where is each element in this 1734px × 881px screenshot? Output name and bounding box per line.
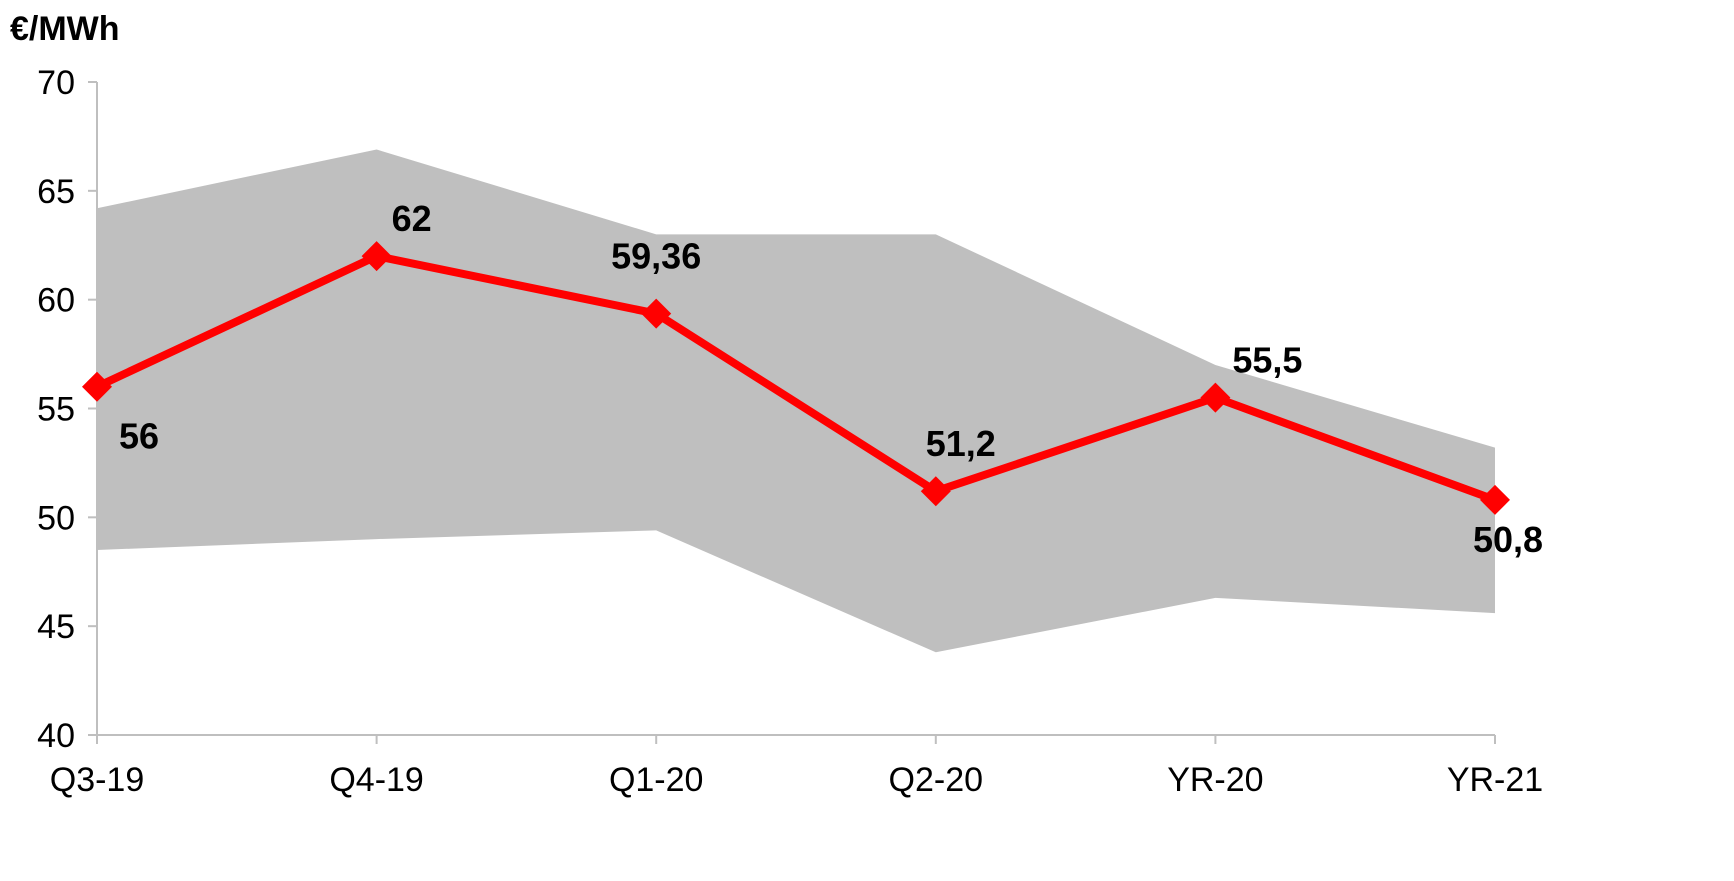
x-tick-label: YR-21 — [1447, 761, 1543, 799]
series-point-marker — [1200, 382, 1231, 413]
x-tick-label: Q2-20 — [889, 761, 984, 799]
y-tick-label: 45 — [37, 608, 75, 646]
series-point-marker — [641, 298, 672, 329]
axes: 70 65 60 55 50 45 40 Q3-19 Q4-19 Q1-20 Q2-20 YR-20 Y… — [37, 64, 1543, 799]
data-label: 50,8 — [1473, 519, 1543, 560]
data-label: 62 — [392, 198, 432, 239]
series-point-marker — [1480, 484, 1510, 515]
x-tick-label: Q1-20 — [609, 761, 704, 799]
series-point-marker — [82, 371, 112, 402]
data-label: 56 — [119, 416, 159, 457]
y-tick-label: 60 — [37, 282, 75, 320]
x-tick-label: Q3-19 — [50, 761, 145, 799]
series-point-marker — [920, 476, 951, 507]
y-unit-label: €/MWh — [10, 10, 120, 48]
data-label: 55,5 — [1232, 340, 1302, 381]
series-line — [95, 252, 1497, 504]
y-tick-label: 40 — [37, 717, 75, 755]
y-tick-label: 65 — [37, 173, 75, 211]
y-tick-label: 70 — [37, 64, 75, 102]
x-tick-label: Q4-19 — [329, 761, 424, 799]
y-tick-label: 50 — [37, 499, 75, 537]
series-point-marker — [361, 241, 392, 272]
data-label: 51,2 — [926, 423, 996, 464]
price-series — [82, 241, 1510, 515]
data-label: 59,36 — [611, 236, 701, 277]
x-tick-label: YR-20 — [1167, 761, 1263, 799]
data-labels: 56 62 59,36 51,2 55,5 50,8 — [119, 198, 1543, 560]
y-tick-label: 55 — [37, 391, 75, 429]
